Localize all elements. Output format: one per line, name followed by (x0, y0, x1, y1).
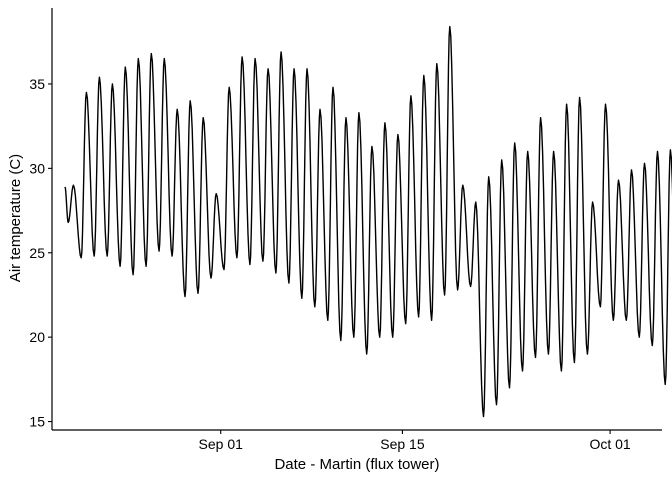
x-tick-label: Sep 01 (199, 436, 244, 452)
y-tick-label: 35 (29, 76, 45, 92)
x-tick-label: Oct 01 (589, 436, 630, 452)
x-tick-label: Sep 15 (380, 436, 425, 452)
y-axis-ticks: 15 20 25 30 35 (29, 76, 52, 430)
x-axis-title: Date - Martin (flux tower) (274, 456, 439, 473)
y-tick-label: 25 (29, 245, 45, 261)
y-tick-label: 30 (29, 160, 45, 176)
y-tick-label: 20 (29, 329, 45, 345)
y-axis-title: Air temperature (C) (7, 154, 24, 282)
y-tick-label: 15 (29, 414, 45, 430)
x-axis-ticks: Sep 01 Sep 15 Oct 01 (199, 430, 631, 452)
temperature-series-line (64, 25, 672, 418)
